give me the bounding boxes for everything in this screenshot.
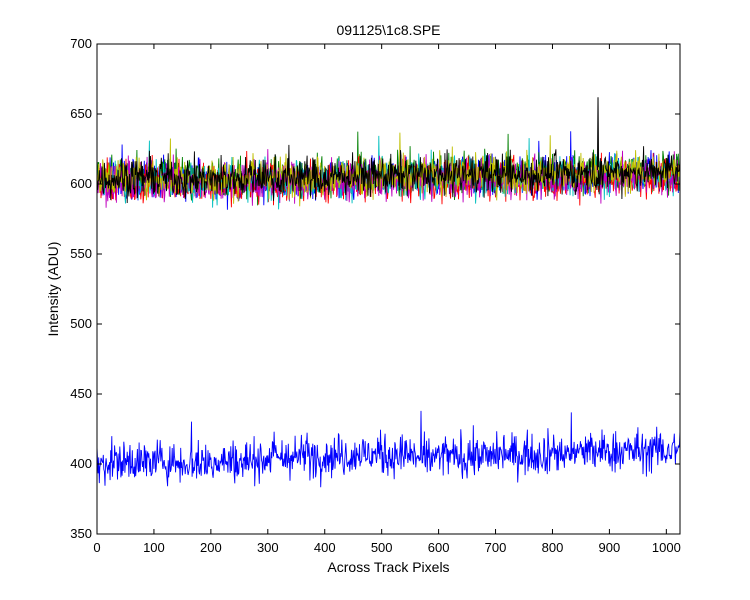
x-tick-label-400: 400 bbox=[314, 540, 336, 555]
y-tick-label-400: 400 bbox=[70, 456, 92, 471]
x-tick-label-200: 200 bbox=[200, 540, 222, 555]
y-axis-title: Intensity (ADU) bbox=[45, 242, 61, 337]
y-tick-label-600: 600 bbox=[70, 176, 92, 191]
x-tick-label-100: 100 bbox=[143, 540, 165, 555]
y-tick-label-350: 350 bbox=[70, 526, 92, 541]
x-tick-label-1000: 1000 bbox=[652, 540, 681, 555]
chart-title: 091125\1c8.SPE bbox=[336, 22, 440, 38]
x-tick-label-800: 800 bbox=[542, 540, 564, 555]
y-tick-label-450: 450 bbox=[70, 386, 92, 401]
series-line-spike bbox=[596, 97, 600, 171]
x-tick-label-500: 500 bbox=[371, 540, 393, 555]
y-tick-label-650: 650 bbox=[70, 106, 92, 121]
x-tick-label-300: 300 bbox=[257, 540, 279, 555]
x-tick-label-0: 0 bbox=[93, 540, 100, 555]
series-line-8 bbox=[97, 410, 680, 488]
x-tick-label-600: 600 bbox=[428, 540, 450, 555]
y-tick-label-700: 700 bbox=[70, 36, 92, 51]
axes-box bbox=[96, 43, 681, 535]
y-tick-label-500: 500 bbox=[70, 316, 92, 331]
y-tick-label-550: 550 bbox=[70, 246, 92, 261]
x-tick-label-700: 700 bbox=[485, 540, 507, 555]
series-line-7 bbox=[97, 144, 680, 204]
x-axis-title: Across Track Pixels bbox=[327, 559, 449, 575]
x-tick-label-900: 900 bbox=[599, 540, 621, 555]
